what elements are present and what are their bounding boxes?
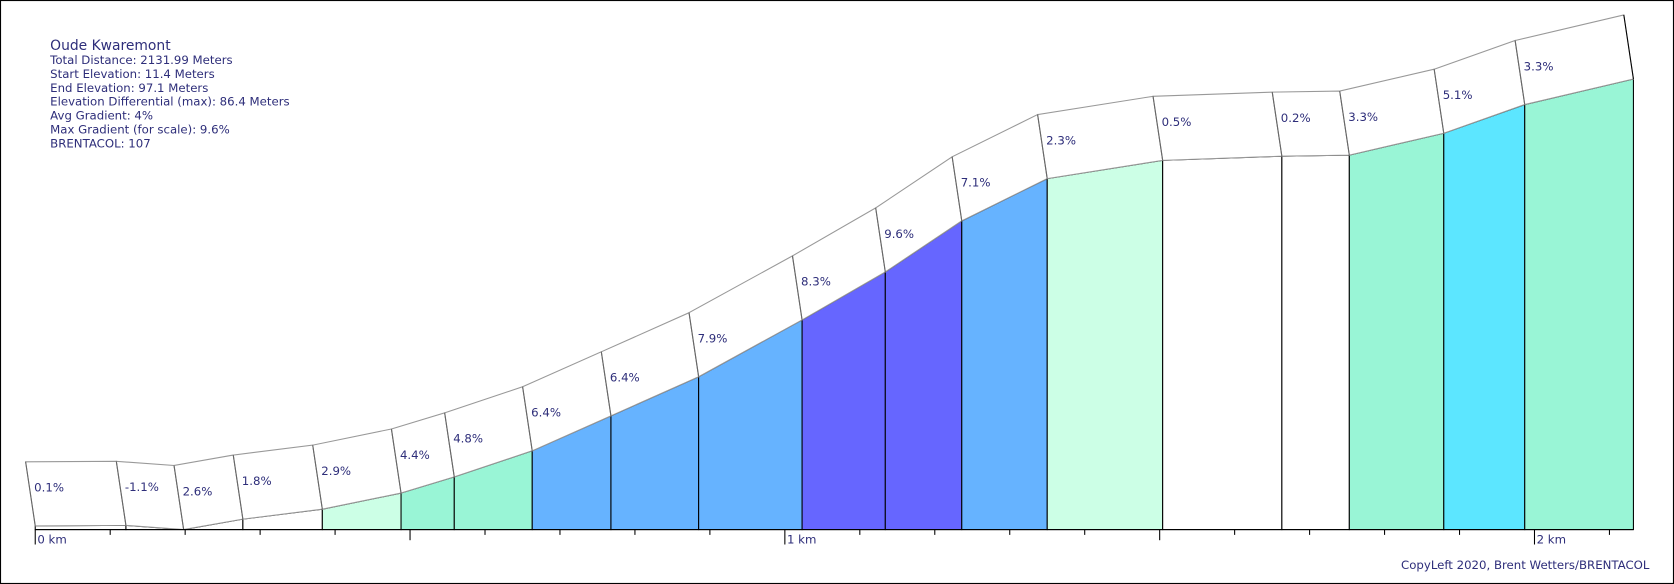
segment: [1443, 103, 1526, 531]
gradient-label: 5.1%: [1443, 88, 1473, 102]
gradient-label: 1.8%: [242, 474, 272, 488]
gradient-label: 4.8%: [453, 432, 483, 446]
gradient-label: 4.4%: [400, 448, 430, 462]
footer: CopyLeft 2020, Brent Wetters/BRENTACOL: [1401, 558, 1650, 572]
gradient-label: 7.9%: [698, 332, 728, 346]
info-line: BRENTACOL: 107: [50, 136, 151, 150]
chart-title: Oude Kwaremont: [50, 38, 171, 54]
band-edge: [444, 412, 455, 477]
x-tick-label: 2 km: [1537, 532, 1566, 546]
band-edge: [1623, 14, 1634, 80]
x-tick-label: 0 km: [37, 532, 66, 546]
band-edge: [875, 207, 886, 273]
info-line: Elevation Differential (max): 86.4 Meter…: [50, 95, 289, 109]
gradient-label: -1.1%: [125, 480, 159, 494]
gradient-label: 9.6%: [884, 227, 914, 241]
band-edge: [791, 255, 803, 320]
gradient-label: 0.5%: [1162, 115, 1192, 129]
band-edge: [688, 312, 700, 377]
band-edge: [1433, 69, 1445, 134]
x-tick-label: 1 km: [787, 532, 816, 546]
band-edge: [600, 351, 612, 416]
gradient-label: 3.3%: [1348, 110, 1378, 124]
band-edge: [1037, 114, 1048, 179]
band-edge: [522, 386, 533, 451]
segment: [961, 177, 1048, 531]
gradient-label: 2.3%: [1046, 133, 1076, 147]
segment: [1524, 78, 1634, 531]
info-line: Avg Gradient: 4%: [50, 109, 153, 123]
segment: [1281, 154, 1350, 531]
segment: [1348, 132, 1445, 531]
gradient-label: 6.4%: [610, 371, 640, 385]
gradient-label: 2.9%: [321, 464, 351, 478]
band-edge: [115, 461, 127, 526]
gradient-label: 8.3%: [801, 275, 831, 289]
band-edge: [173, 465, 185, 530]
gradient-label: 2.6%: [183, 484, 213, 498]
band-edge: [1339, 91, 1350, 156]
band-edge: [232, 454, 244, 520]
gradient-label: 0.1%: [34, 481, 64, 495]
band-edge: [1271, 92, 1283, 157]
segment: [884, 219, 963, 531]
gradient-label: 3.3%: [1524, 59, 1554, 73]
band-edge: [390, 428, 402, 494]
gradient-label: 0.2%: [1281, 111, 1311, 125]
info-line: End Elevation: 97.1 Meters: [50, 81, 208, 95]
band-edge: [951, 156, 963, 221]
band-edge: [25, 461, 36, 526]
info-line: Start Elevation: 11.4 Meters: [50, 67, 215, 81]
segment: [1162, 155, 1283, 531]
band-edge: [312, 445, 323, 510]
gradient-label: 7.1%: [961, 176, 991, 190]
info-line: Total Distance: 2131.99 Meters: [49, 53, 232, 67]
band-edge: [1152, 96, 1164, 161]
gradient-band: [115, 460, 185, 531]
band-edge: [1514, 40, 1526, 105]
segment: [1046, 159, 1164, 531]
info-line: Max Gradient (for scale): 9.6%: [50, 122, 230, 136]
gradient-label: 6.4%: [531, 406, 561, 420]
